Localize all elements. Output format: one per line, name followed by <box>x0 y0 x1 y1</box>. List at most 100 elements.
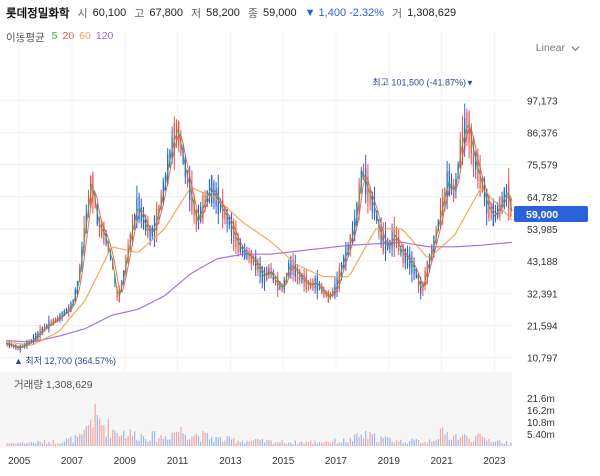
y-tick-label: 43,188 <box>527 257 558 268</box>
ma-5-label[interactable]: 5 <box>51 30 58 42</box>
candle-body <box>351 226 354 243</box>
volume-bar <box>180 427 182 446</box>
volume-bar <box>461 434 464 446</box>
volume-bar <box>136 440 138 446</box>
volume-bar <box>103 424 105 446</box>
y-tick-label: 86,376 <box>527 128 558 139</box>
candle-body <box>428 254 431 267</box>
ma-20-label[interactable]: 20 <box>62 30 75 42</box>
volume-bar <box>486 440 488 446</box>
candle-body <box>164 175 167 187</box>
volume-bar <box>314 440 316 446</box>
volume-bar <box>107 419 109 446</box>
candle-body <box>123 270 125 281</box>
candle-body <box>461 126 464 157</box>
volume-bar <box>6 443 8 446</box>
candle-body <box>446 172 448 200</box>
candle-body <box>360 170 362 186</box>
candle-body <box>382 232 384 252</box>
volume-bar <box>61 443 63 446</box>
volume-bar <box>83 430 85 446</box>
x-tick-label: 2017 <box>325 456 348 467</box>
volume-bar <box>437 439 439 446</box>
volume-bar <box>457 439 459 446</box>
candle-body <box>94 195 96 209</box>
volume-bar <box>345 442 347 446</box>
volume-bar <box>453 435 455 446</box>
candle-body <box>483 181 486 206</box>
change-value: ▼ 1,400 -2.32% <box>304 7 384 19</box>
candle-body <box>191 184 193 212</box>
candle-body <box>195 210 197 226</box>
volume-bar <box>332 441 334 446</box>
x-tick-label: 2011 <box>167 456 189 467</box>
volume-bar <box>435 440 437 446</box>
volume-bar <box>105 436 107 446</box>
candle-body <box>131 220 134 240</box>
volume-bar <box>182 433 184 446</box>
volume-bar <box>444 434 446 446</box>
volume-bar <box>219 437 222 446</box>
volume-bar <box>70 436 72 446</box>
volume-bar <box>384 436 387 446</box>
volume-bar <box>151 431 153 446</box>
low-label: 저 <box>191 8 202 20</box>
candle-body <box>466 112 468 139</box>
volume-bar <box>169 439 171 446</box>
volume-bar <box>468 438 470 446</box>
volume-bar <box>213 441 215 446</box>
volume-bar <box>367 439 369 446</box>
volume-bar <box>226 436 228 446</box>
volume-bar <box>406 443 409 446</box>
candle-body <box>145 218 147 232</box>
candle-body <box>367 176 369 202</box>
candle-body <box>380 227 382 245</box>
volume-bar <box>54 443 57 446</box>
volume-bar <box>323 442 325 446</box>
candle-body <box>444 189 446 204</box>
candle-body <box>186 172 189 184</box>
volume-bar <box>37 440 39 446</box>
volume-bar <box>336 443 338 446</box>
ma-120-label[interactable]: 120 <box>95 30 114 42</box>
volume-bar <box>125 438 127 446</box>
candle-body <box>127 244 129 261</box>
volume-bar <box>494 441 497 446</box>
volume-bar <box>228 436 230 446</box>
candle-body <box>204 195 206 209</box>
candle-body <box>116 290 118 297</box>
volume-y-tick-label: 10.8m <box>527 418 555 429</box>
moving-average-title: 이동평균 <box>6 32 45 44</box>
scale-selector[interactable]: Linear <box>536 42 580 54</box>
volume-bar <box>417 440 420 446</box>
volume-bar <box>129 429 131 446</box>
volume-bar <box>497 440 499 446</box>
volume-bar <box>90 419 92 446</box>
volume-bar <box>74 435 76 446</box>
volume-bar <box>123 430 125 446</box>
volume-bar <box>39 441 41 446</box>
low-value: 58,200 <box>206 7 240 19</box>
volume-bar <box>46 443 48 446</box>
volume-bar <box>378 442 380 446</box>
volume-bar <box>475 436 477 446</box>
candle-body <box>470 126 472 153</box>
volume-bar <box>285 443 288 446</box>
volume-bar <box>244 443 246 446</box>
volume-bar <box>50 444 52 446</box>
candle-body <box>138 196 140 220</box>
volume-bar <box>316 443 318 446</box>
ma-60-label[interactable]: 60 <box>79 30 91 42</box>
volume-bar <box>272 444 274 446</box>
volume-bar <box>134 431 136 446</box>
candle-body <box>112 261 114 270</box>
volume-bar <box>68 438 70 446</box>
volume-bar <box>413 439 415 446</box>
volume-bar <box>191 436 193 446</box>
volume-bar <box>230 439 233 446</box>
last-price-label: 59,000 <box>526 209 558 221</box>
volume-bar <box>195 433 197 446</box>
close-value: 59,000 <box>262 7 297 19</box>
volume-label: 거 <box>392 8 403 20</box>
